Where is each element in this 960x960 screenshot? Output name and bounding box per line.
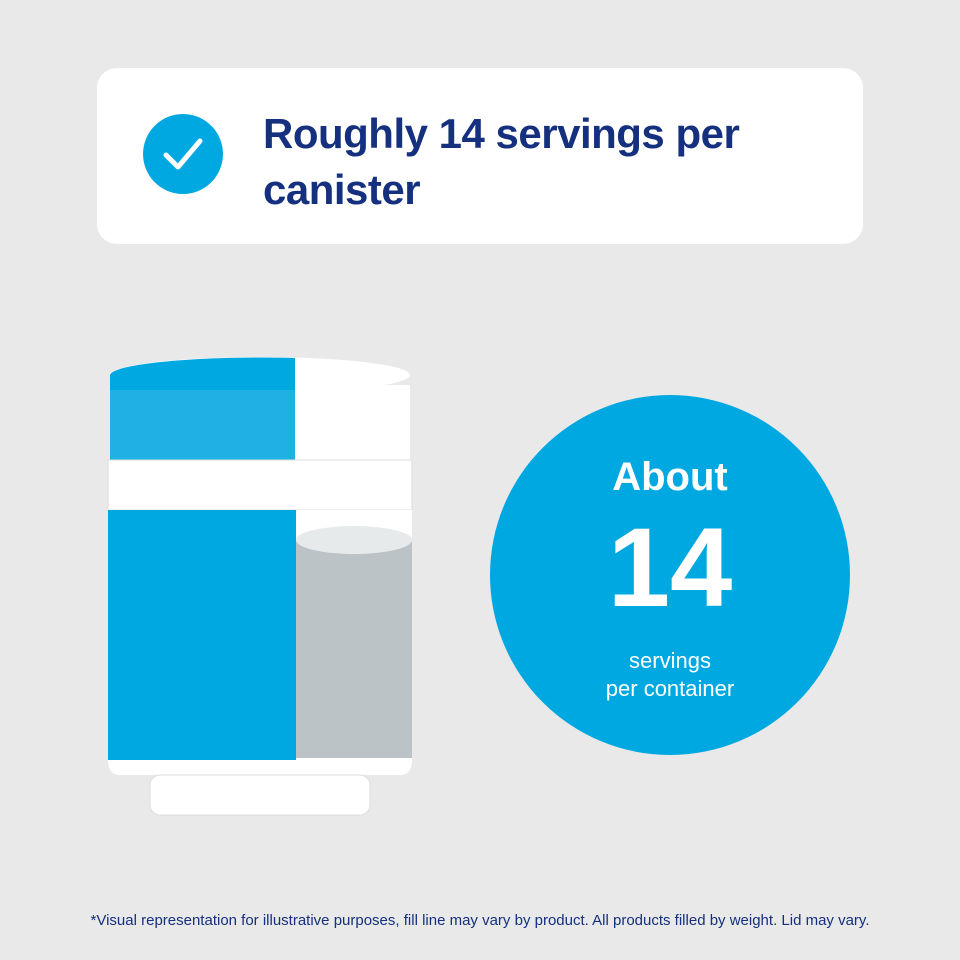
check-icon	[143, 114, 223, 194]
badge-line1: servings	[629, 648, 711, 673]
badge-top: About	[612, 455, 728, 499]
title: Roughly 14 servings per canister	[263, 110, 740, 213]
badge-circle	[490, 395, 850, 755]
badge-line2: per container	[605, 676, 735, 701]
footnote: *Visual representation for illustrative …	[90, 912, 870, 929]
canister	[107, 357, 413, 816]
header-card: Roughly 14 servings per canister	[97, 68, 863, 244]
badge-number: 14	[607, 505, 733, 630]
